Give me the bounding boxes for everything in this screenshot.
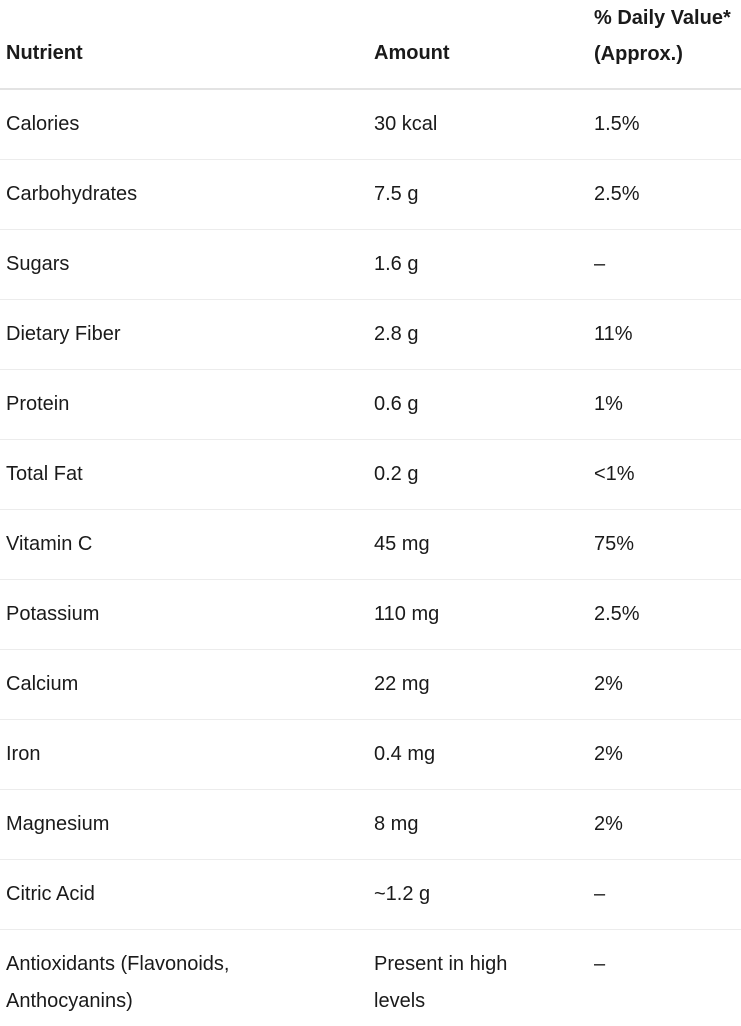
table-row: Calories 30 kcal 1.5% xyxy=(0,90,741,160)
table-row: Vitamin C 45 mg 75% xyxy=(0,510,741,580)
nutrient-cell: Dietary Fiber xyxy=(6,323,121,345)
table-row: Citric Acid ~1.2 g – xyxy=(0,860,741,930)
nutrient-cell: Protein xyxy=(6,393,70,415)
nutrient-cell: Carbohydrates xyxy=(6,183,138,205)
daily-value-cell: 1.5% xyxy=(594,113,640,135)
amount-cell: 0.6 g xyxy=(374,393,419,415)
nutrient-cell: Sugars xyxy=(6,253,70,275)
nutrient-cell: Potassium xyxy=(6,603,100,625)
table-row: Sugars 1.6 g – xyxy=(0,230,741,300)
table-row: Dietary Fiber 2.8 g 11% xyxy=(0,300,741,370)
nutrient-cell: Calories xyxy=(6,113,80,135)
daily-value-cell: 1% xyxy=(594,393,623,415)
amount-cell: 1.6 g xyxy=(374,253,419,275)
amount-cell: 7.5 g xyxy=(374,183,419,205)
header-daily-value-line1: % Daily Value* xyxy=(594,7,731,29)
nutrient-cell: Iron xyxy=(6,743,41,765)
daily-value-cell: 2% xyxy=(594,743,623,765)
amount-cell: 22 mg xyxy=(374,673,430,695)
table-row: Iron 0.4 mg 2% xyxy=(0,720,741,790)
header-daily-value: % Daily Value* (Approx.) xyxy=(594,0,741,72)
amount-cell: 45 mg xyxy=(374,533,430,555)
amount-cell: 0.4 mg xyxy=(374,743,436,765)
nutrient-cell: Vitamin C xyxy=(6,533,93,555)
daily-value-cell: 2.5% xyxy=(594,603,640,625)
amount-cell: 110 mg xyxy=(374,603,440,625)
table-row: Calcium 22 mg 2% xyxy=(0,650,741,720)
amount-cell: 2.8 g xyxy=(374,323,419,345)
daily-value-cell: 11% xyxy=(594,323,633,345)
nutrient-cell: Calcium xyxy=(6,673,79,695)
table-row: Carbohydrates 7.5 g 2.5% xyxy=(0,160,741,230)
header-daily-value-line2: (Approx.) xyxy=(594,43,683,65)
nutrient-cell: Citric Acid xyxy=(6,883,95,905)
nutrient-cell: Magnesium xyxy=(6,813,110,835)
daily-value-cell: <1% xyxy=(594,463,635,485)
table-header: Nutrient Amount % Daily Value* (Approx.) xyxy=(0,0,741,90)
amount-cell: 0.2 g xyxy=(374,463,419,485)
amount-cell: 30 kcal xyxy=(374,113,438,135)
table-row: Potassium 110 mg 2.5% xyxy=(0,580,741,650)
daily-value-cell: 75% xyxy=(594,533,635,555)
nutrient-cell: Antioxidants (Flavonoids, Anthocyanins) xyxy=(6,953,230,1012)
daily-value-cell: 2% xyxy=(594,673,623,695)
daily-value-cell: 2% xyxy=(594,813,623,835)
table-row: Protein 0.6 g 1% xyxy=(0,370,741,440)
amount-cell: ~1.2 g xyxy=(374,883,431,905)
daily-value-cell: – xyxy=(594,953,606,975)
header-nutrient: Nutrient xyxy=(6,42,83,64)
amount-cell: 8 mg xyxy=(374,813,419,835)
table-row: Total Fat 0.2 g <1% xyxy=(0,440,741,510)
table-row: Magnesium 8 mg 2% xyxy=(0,790,741,860)
daily-value-cell: – xyxy=(594,253,606,275)
daily-value-cell: 2.5% xyxy=(594,183,640,205)
daily-value-cell: – xyxy=(594,883,606,905)
table-row: Antioxidants (Flavonoids, Anthocyanins) … xyxy=(0,930,741,1026)
nutrient-cell: Total Fat xyxy=(6,463,83,485)
header-amount: Amount xyxy=(374,42,450,64)
amount-cell: Present in high levels xyxy=(374,953,508,1012)
